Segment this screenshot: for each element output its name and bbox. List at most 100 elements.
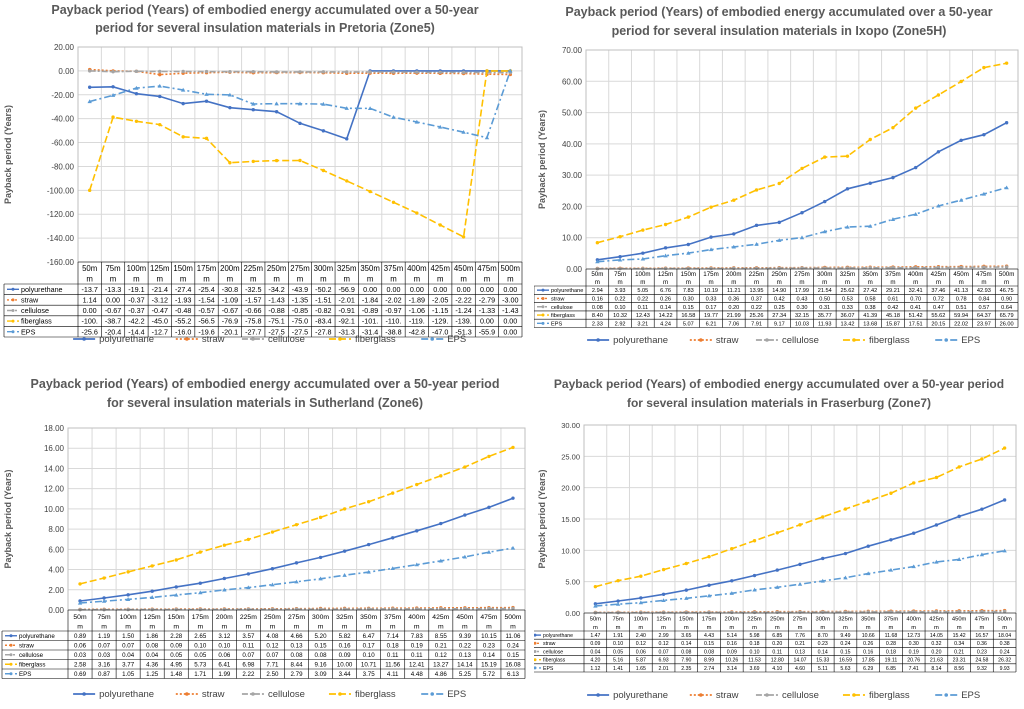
data-point-cellulose bbox=[980, 609, 984, 614]
category-label-suffix: m bbox=[246, 623, 252, 630]
category-label-suffix: m bbox=[775, 625, 780, 631]
data-point-fiberglass bbox=[87, 188, 92, 193]
table-cell: 2.22 bbox=[242, 671, 255, 678]
table-cell: 9.39 bbox=[459, 633, 472, 640]
table-cell: 12.43 bbox=[636, 313, 650, 319]
table-cell: 6.13 bbox=[507, 671, 520, 678]
table-cell: 11.93 bbox=[818, 321, 832, 327]
table-cell: 37.46 bbox=[931, 288, 945, 294]
data-point-fiberglass bbox=[294, 522, 299, 527]
data-point-fiberglass bbox=[891, 125, 895, 130]
data-point-polyurethane bbox=[228, 105, 232, 110]
table-cell: 25.26 bbox=[750, 313, 764, 319]
data-point-cellulose bbox=[246, 607, 251, 611]
table-cell: 0.36 bbox=[977, 641, 987, 647]
table-cell: 5.98 bbox=[749, 633, 759, 639]
table-cell: 0.06 bbox=[218, 652, 231, 659]
table-cell: 0.37 bbox=[751, 296, 762, 302]
data-point-eps bbox=[342, 573, 347, 577]
table-cell: 4.20 bbox=[590, 658, 600, 664]
data-point-fiberglass bbox=[823, 155, 827, 159]
y-tick-label: 0.00 bbox=[565, 609, 580, 618]
table-cell: 3.44 bbox=[339, 671, 352, 678]
data-point-fiberglass bbox=[752, 539, 757, 543]
category-label-suffix: m bbox=[911, 625, 916, 631]
y-tick-label: 20.00 bbox=[561, 484, 580, 493]
table-cell: 21.54 bbox=[818, 288, 832, 294]
data-point-fiberglass bbox=[415, 482, 419, 487]
table-cell: 18.04 bbox=[998, 633, 1011, 639]
table-cell: 2.65 bbox=[194, 633, 207, 640]
table-cell: -101. bbox=[362, 317, 378, 326]
category-label: 100m bbox=[127, 264, 147, 273]
chart-title-line: period for several insulation materials … bbox=[612, 24, 947, 38]
y-tick-label: -20.00 bbox=[51, 91, 74, 100]
category-label-suffix: m bbox=[486, 623, 492, 630]
table-cell: 0.14 bbox=[483, 652, 496, 659]
table-cell: 0.33 bbox=[706, 296, 717, 302]
series-line-polyurethane bbox=[597, 121, 1007, 261]
data-point-fiberglass bbox=[754, 188, 759, 192]
data-point-eps bbox=[366, 569, 371, 574]
table-cell: 0.28 bbox=[886, 641, 896, 647]
category-label: 175m bbox=[702, 617, 717, 623]
data-point-cellulose bbox=[78, 607, 82, 612]
category-label-suffix: m bbox=[294, 623, 300, 630]
category-label: 450m bbox=[456, 614, 473, 621]
table-cell: 4.95 bbox=[170, 661, 183, 668]
data-point-polyurethane bbox=[889, 538, 893, 542]
data-point-polyurethane bbox=[663, 246, 668, 250]
table-cell: 0.00 bbox=[83, 306, 97, 315]
data-point-eps bbox=[979, 552, 985, 557]
data-point-fiberglass bbox=[274, 158, 279, 163]
data-point-fiberglass bbox=[174, 558, 178, 562]
table-cell: 15.19 bbox=[481, 661, 497, 668]
table-cell: 0.10 bbox=[613, 641, 623, 647]
data-point-polyurethane bbox=[959, 138, 963, 143]
data-point-polyurethane bbox=[957, 514, 961, 519]
data-point-fiberglass bbox=[222, 543, 227, 547]
table-cell: 7.91 bbox=[751, 321, 762, 327]
data-point-cellulose bbox=[798, 610, 802, 614]
table-cell: 2.92 bbox=[615, 321, 626, 327]
table-cell: 0.08 bbox=[315, 652, 328, 659]
table-cell: 10.66 bbox=[862, 633, 875, 639]
category-label-suffix: m bbox=[661, 625, 666, 631]
table-cell: 0.09 bbox=[590, 641, 600, 647]
data-point-fiberglass bbox=[111, 115, 115, 119]
table-cell: 0.50 bbox=[819, 296, 830, 302]
data-point-polyurethane bbox=[709, 235, 713, 239]
table-cell: 3.93 bbox=[615, 288, 626, 294]
category-label-suffix: m bbox=[157, 274, 164, 283]
table-cell: 0.34 bbox=[954, 641, 964, 647]
legend-marker-straw bbox=[699, 338, 703, 342]
data-point-polyurethane bbox=[87, 85, 92, 89]
data-point-eps bbox=[661, 598, 666, 603]
table-cell: 7.83 bbox=[683, 288, 694, 294]
data-point-polyurethane bbox=[686, 242, 691, 247]
table-cell: 8.70 bbox=[818, 633, 828, 639]
table-cell: -83.4 bbox=[315, 317, 331, 326]
row-legend-marker bbox=[9, 662, 13, 666]
chart-title-line: Payback period (Years) of embodied energ… bbox=[31, 377, 500, 391]
table-cell: 0.10 bbox=[615, 305, 626, 311]
table-cell: 1.50 bbox=[122, 633, 135, 640]
table-cell: -0.89 bbox=[362, 306, 378, 315]
table-cell: 2.94 bbox=[592, 288, 603, 294]
table-cell: 20.76 bbox=[907, 658, 920, 664]
data-point-cellulose bbox=[251, 69, 255, 74]
table-cell: 6.21 bbox=[706, 321, 717, 327]
legend-label-straw: straw bbox=[202, 689, 225, 700]
table-cell: 7.06 bbox=[728, 321, 739, 327]
category-label-suffix: m bbox=[297, 274, 304, 283]
table-cell: 0.30 bbox=[797, 305, 808, 311]
category-label: 275m bbox=[290, 264, 310, 273]
category-label-suffix: m bbox=[222, 623, 228, 630]
data-point-cellulose bbox=[198, 607, 202, 612]
data-point-polyurethane bbox=[618, 255, 622, 259]
category-label: 150m bbox=[679, 617, 694, 623]
table-cell: -43.9 bbox=[292, 285, 308, 294]
data-point-fiberglass bbox=[150, 564, 154, 568]
table-row-label: cellulose bbox=[21, 306, 49, 315]
data-point-eps bbox=[391, 115, 396, 119]
